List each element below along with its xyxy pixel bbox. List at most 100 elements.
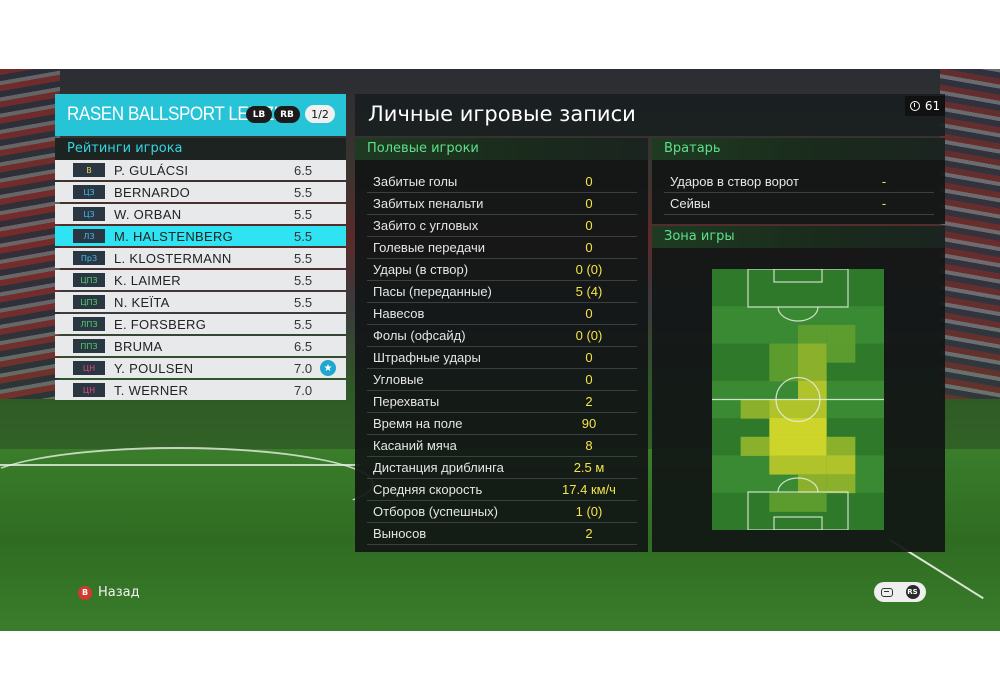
player-row[interactable]: ППЗ BRUMA 6.5 — [55, 336, 346, 356]
stat-value: 0 — [585, 218, 593, 233]
stat-row: Время на поле 90 — [367, 413, 637, 435]
stat-label: Выносов — [373, 526, 427, 541]
stat-value: 0 — [585, 306, 593, 321]
player-row[interactable]: В P. GULÁCSI 6.5 — [55, 160, 346, 180]
player-row[interactable]: ЦЗ BERNARDO 5.5 — [55, 182, 346, 202]
stat-label: Удары (в створ) — [373, 262, 469, 277]
field-stats-list: Забитые голы 0 Забитых пенальти 0 Забито с у… — [367, 171, 637, 545]
match-timer: 61 — [905, 96, 945, 116]
player-name: T. WERNER — [114, 382, 189, 398]
bottom-penalty-box — [747, 491, 849, 530]
heat-cell — [769, 343, 798, 363]
stat-row: Штрафные удары 0 — [367, 347, 637, 369]
stat-label: Ударов в створ ворот — [670, 174, 799, 189]
player-name: E. FORSBERG — [114, 316, 207, 332]
stat-value: 0 (0) — [575, 328, 603, 343]
stat-row: Угловые 0 — [367, 369, 637, 391]
back-label: Назад — [98, 585, 140, 600]
heat-cell — [798, 455, 827, 475]
pitch-stripe — [712, 269, 884, 289]
player-rating: 7.0 — [294, 382, 313, 398]
stat-value: 0 — [585, 372, 593, 387]
stat-value: 0 — [585, 174, 593, 189]
pitch-stripe — [712, 287, 884, 307]
player-row[interactable]: ЛЗ M. HALSTENBERG 5.5 — [55, 226, 346, 246]
heat-cell — [826, 324, 856, 345]
stat-value: 90 — [581, 416, 597, 431]
stat-label: Касаний мяча — [373, 438, 457, 453]
stat-value: 2 — [585, 394, 593, 409]
heat-cell — [769, 492, 798, 512]
stat-row: Навесов 0 — [367, 303, 637, 325]
stat-row: Перехваты 2 — [367, 391, 637, 413]
timer-value: 61 — [924, 99, 941, 113]
stat-row: Дистанция дриблинга 2.5 м — [367, 457, 637, 479]
player-row[interactable]: ЛПЗ E. FORSBERG 5.5 — [55, 314, 346, 334]
heat-cell — [798, 474, 827, 494]
chat-icon — [880, 587, 893, 597]
heatmap — [712, 269, 884, 530]
ratings-header: Рейтинги игрока — [55, 138, 346, 160]
position-badge: ЦПЗ — [73, 273, 105, 287]
heat-cell — [740, 399, 770, 419]
stat-label: Забито с угловых — [373, 218, 479, 233]
page-indicator: 1/2 — [305, 105, 335, 123]
top-penalty-box — [747, 269, 849, 308]
stat-row: Забитых пенальти 0 — [367, 193, 637, 215]
lb-button[interactable]: LB — [246, 106, 272, 123]
stat-value: 0 (0) — [575, 262, 603, 277]
player-row[interactable]: ЦПЗ N. KEÏTA 5.5 — [55, 292, 346, 312]
stat-value: 1 (0) — [575, 504, 603, 519]
stat-label: Время на поле — [373, 416, 463, 431]
bottom-goal-box — [773, 516, 823, 530]
b-button-icon: B — [78, 585, 92, 600]
position-badge: ЦН — [73, 383, 105, 397]
stat-value: 0 — [585, 350, 593, 365]
player-row[interactable]: ЦПЗ K. LAIMER 5.5 — [55, 270, 346, 290]
page-title: Личные игровые записи — [368, 102, 636, 126]
heat-cell — [826, 343, 856, 363]
heat-cell — [798, 324, 827, 345]
player-name: BRUMA — [114, 338, 163, 354]
stat-row: Забито с угловых 0 — [367, 215, 637, 237]
back-button[interactable]: B Назад — [78, 585, 140, 600]
play-zone-panel: Зона игры — [652, 226, 945, 552]
position-badge: ЛЗ — [73, 229, 105, 243]
player-list: В P. GULÁCSI 6.5 ЦЗ BERNARDO 5.5 ЦЗ W. ORBAN 5.5… — [55, 160, 346, 402]
stadium-stand-left — [0, 69, 60, 399]
heat-cell — [798, 436, 827, 456]
chat-controls[interactable]: RS — [874, 582, 926, 602]
stat-value: 0 — [585, 196, 593, 211]
player-name: W. ORBAN — [114, 206, 182, 222]
heat-cell — [798, 343, 827, 363]
player-row[interactable]: ЦН T. WERNER 7.0 — [55, 380, 346, 400]
player-rating: 5.5 — [294, 228, 313, 244]
stat-label: Забитых пенальти — [373, 196, 484, 211]
player-rating: 5.5 — [294, 206, 313, 222]
heat-cell — [740, 436, 770, 456]
player-row[interactable]: ПрЗ L. KLOSTERMANN 5.5 — [55, 248, 346, 268]
player-row[interactable]: ЦЗ W. ORBAN 5.5 — [55, 204, 346, 224]
team-header: RASEN BALLSPORT LEIPZIG LB RB 1/2 — [55, 94, 346, 136]
stat-value: 2 — [585, 526, 593, 541]
stat-row: Удары (в створ) 0 (0) — [367, 259, 637, 281]
rb-button[interactable]: RB — [274, 106, 300, 123]
goalkeeper-stats-list: Ударов в створ ворот - Сейвы - — [664, 171, 934, 215]
field-players-panel: Полевые игроки Забитые голы 0 Забитых пена… — [355, 138, 648, 552]
heat-cell — [826, 436, 856, 456]
position-badge: ЛПЗ — [73, 317, 105, 331]
rs-button-icon: RS — [905, 585, 920, 599]
player-name: Y. POULSEN — [114, 360, 194, 376]
stat-label: Перехваты — [373, 394, 440, 409]
team-name: RASEN BALLSPORT LEIPZIG — [67, 104, 291, 125]
stat-label: Забитые голы — [373, 174, 458, 189]
player-row[interactable]: ЦН Y. POULSEN 7.0 ★ — [55, 358, 346, 378]
stat-row: Забитые голы 0 — [367, 171, 637, 193]
heat-cell — [769, 418, 798, 438]
player-name: M. HALSTENBERG — [114, 228, 234, 244]
star-icon: ★ — [320, 360, 336, 376]
position-badge: ЦПЗ — [73, 295, 105, 309]
heat-cell — [798, 418, 827, 438]
player-rating: 5.5 — [294, 250, 313, 266]
stat-row: Средняя скорость 17.4 км/ч — [367, 479, 637, 501]
